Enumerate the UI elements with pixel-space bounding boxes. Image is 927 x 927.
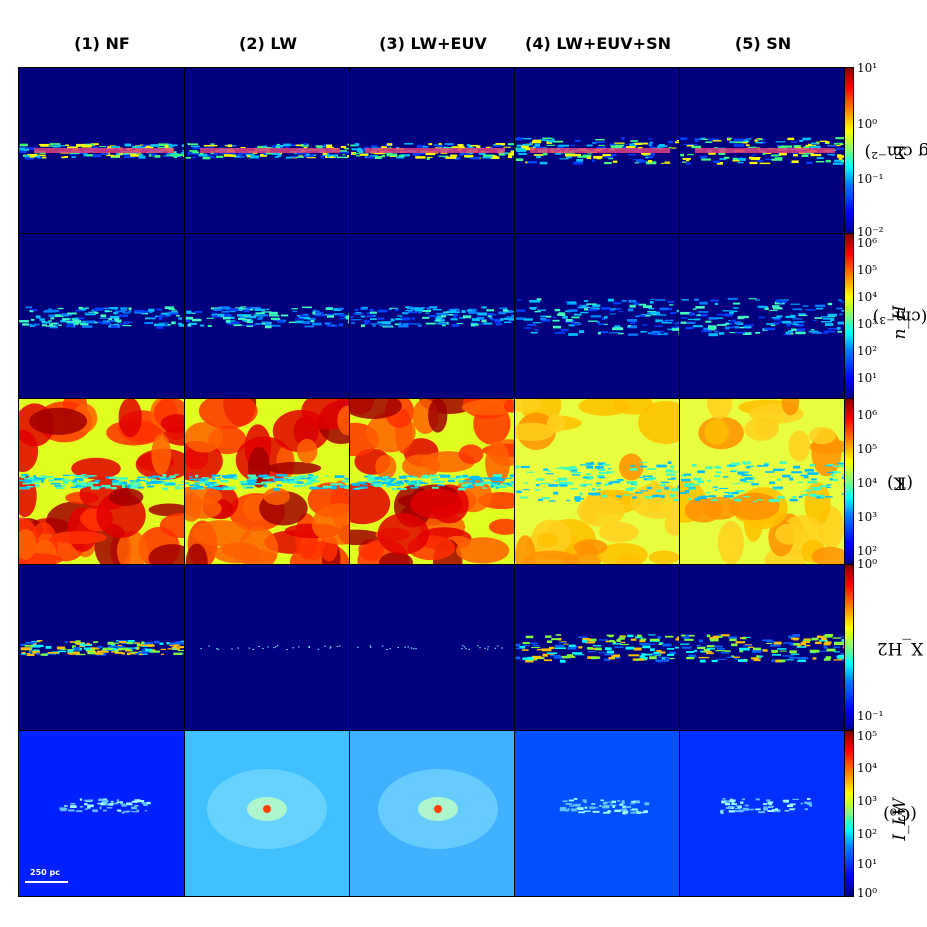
colorbar-label-temperature: T (K) — [880, 399, 920, 564]
tick-label: 10¹ — [857, 857, 878, 871]
simulation-image — [515, 399, 680, 564]
simulation-image — [515, 731, 680, 896]
colorbar-label-sigma: Σ (g cm⁻²) — [865, 68, 927, 233]
panel-h2-fraction-sn — [679, 564, 846, 731]
simulation-image — [350, 565, 515, 730]
tick-label: 10⁻¹ — [857, 172, 884, 186]
quantity-unit: (G₀) — [883, 803, 917, 824]
panel-surface-density-lw-euv-sn — [514, 67, 681, 234]
colorbar-lw-intensity — [844, 730, 854, 897]
tick-label: 10⁴ — [857, 290, 878, 304]
tick-label: 10² — [857, 344, 878, 358]
simulation-image — [19, 234, 184, 399]
panel-surface-density-nf — [18, 67, 185, 234]
tick-label: 10⁰ — [857, 117, 878, 131]
tick-label: 10⁰ — [857, 557, 878, 571]
panel-h2-fraction-lw-euv — [349, 564, 516, 731]
simulation-image — [19, 399, 184, 564]
simulation-image — [185, 68, 350, 233]
panel-lw-intensity-lw — [184, 730, 351, 897]
colorbar-surface-density — [844, 67, 854, 234]
colorbar-number-density — [844, 233, 854, 400]
quantity-symbol: X_H2 — [876, 637, 924, 658]
panel-number-density-sn — [679, 233, 846, 400]
panel-h2-fraction-lw-euv-sn — [514, 564, 681, 731]
simulation-image — [185, 234, 350, 399]
column-title-sn: (5) SN — [734, 34, 792, 53]
simulation-image — [680, 399, 845, 564]
panel-surface-density-lw-euv — [349, 67, 516, 234]
tick-label: 10¹ — [857, 371, 878, 385]
simulation-image — [680, 234, 845, 399]
panel-number-density-lw — [184, 233, 351, 400]
panel-number-density-nf — [18, 233, 185, 400]
simulation-image — [515, 68, 680, 233]
panel-surface-density-lw — [184, 67, 351, 234]
panel-temperature-lw — [184, 398, 351, 565]
simulation-image — [185, 399, 350, 564]
scale-bar — [25, 881, 68, 883]
panel-lw-intensity-lw-euv-sn — [514, 730, 681, 897]
tick-label: 10⁴ — [857, 761, 878, 775]
tick-label: 10⁴ — [857, 476, 878, 490]
simulation-image — [185, 565, 350, 730]
quantity-unit: (K) — [887, 471, 913, 492]
quantity-unit: (cm⁻³) — [872, 306, 927, 327]
scale-bar-label: 250 pc — [30, 868, 60, 877]
tick-label: 10⁻¹ — [857, 709, 884, 723]
panel-h2-fraction-lw — [184, 564, 351, 731]
simulation-image — [350, 399, 515, 564]
panel-lw-intensity-nf — [18, 730, 185, 897]
tick-label: 10³ — [857, 794, 878, 808]
tick-label: 10⁵ — [857, 442, 878, 456]
panel-temperature-sn — [679, 398, 846, 565]
tick-label: 10² — [857, 827, 878, 841]
simulation-image — [680, 565, 845, 730]
colorbar-label-ilw: I_LW (G₀) — [880, 731, 920, 896]
column-title-nf: (1) NF — [74, 34, 130, 53]
simulation-image — [515, 234, 680, 399]
panel-temperature-lw-euv — [349, 398, 516, 565]
colorbar-label-xh2: X_H2 — [876, 565, 924, 730]
panel-number-density-lw-euv-sn — [514, 233, 681, 400]
column-title-lw: (2) LW — [239, 34, 297, 53]
simulation-image — [19, 68, 184, 233]
column-title-lw-euv-sn: (4) LW+EUV+SN — [525, 34, 671, 53]
panel-lw-intensity-sn — [679, 730, 846, 897]
simulation-image — [515, 565, 680, 730]
panel-h2-fraction-nf — [18, 564, 185, 731]
tick-label: 10⁵ — [857, 729, 878, 743]
tick-label: 10⁻² — [857, 225, 884, 239]
simulation-image — [350, 731, 515, 896]
tick-label: 10⁶ — [857, 236, 878, 250]
simulation-image — [350, 234, 515, 399]
quantity-unit: (g cm⁻²) — [864, 140, 927, 161]
tick-label: 10⁶ — [857, 408, 878, 422]
colorbar-temperature — [844, 398, 854, 565]
simulation-image — [19, 565, 184, 730]
colorbar-label-nh: n_H (cm⁻³) — [873, 234, 927, 399]
column-title-lw-euv: (3) LW+EUV — [379, 34, 487, 53]
simulation-image — [680, 731, 845, 896]
simulation-image — [19, 731, 184, 896]
panel-temperature-nf — [18, 398, 185, 565]
tick-label: 10⁰ — [857, 886, 878, 900]
tick-label: 10⁵ — [857, 263, 878, 277]
tick-label: 10² — [857, 544, 878, 558]
panel-number-density-lw-euv — [349, 233, 516, 400]
simulation-image — [350, 68, 515, 233]
simulation-image — [185, 731, 350, 896]
tick-label: 10³ — [857, 510, 878, 524]
simulation-image — [680, 68, 845, 233]
tick-label: 10³ — [857, 317, 878, 331]
panel-temperature-lw-euv-sn — [514, 398, 681, 565]
panel-surface-density-sn — [679, 67, 846, 234]
colorbar-h2-fraction — [844, 564, 854, 731]
tick-label: 10¹ — [857, 61, 878, 75]
panel-lw-intensity-lw-euv — [349, 730, 516, 897]
